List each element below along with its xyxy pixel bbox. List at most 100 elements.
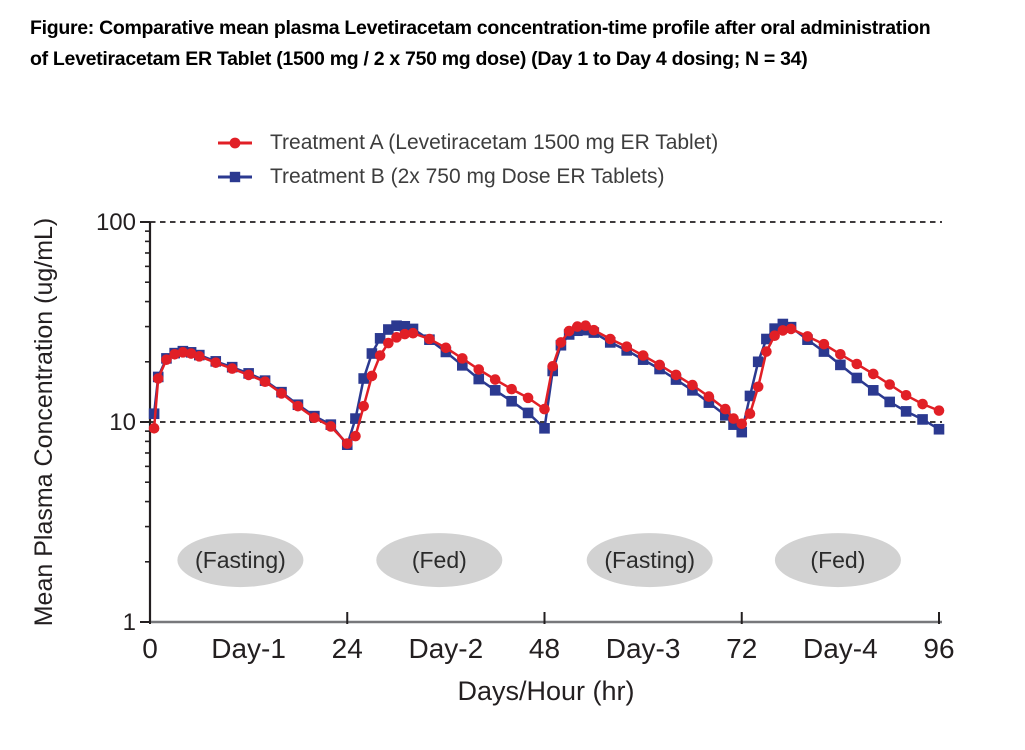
data-point-circle [358, 400, 369, 412]
data-point-circle [325, 421, 337, 432]
figure-title: Figure: Comparative mean plasma Levetira… [30, 13, 1008, 75]
figure-title-line-2: of Levetiracetam ER Tablet (1500 mg / 2 … [30, 48, 808, 70]
data-point-square [835, 359, 846, 371]
data-point-circle [900, 389, 912, 401]
data-point-circle [259, 376, 271, 388]
x-axis-title: Days/Hour (hr) [457, 676, 634, 706]
data-point-square [457, 360, 468, 371]
data-point-square [522, 407, 534, 419]
annotation-label-2: (Fasting) [604, 547, 695, 573]
data-point-square [489, 385, 501, 396]
data-point-square [399, 320, 411, 332]
data-point-circle [210, 357, 222, 368]
treatment-b-marker-icon [218, 171, 252, 182]
data-point-circle [670, 369, 682, 381]
data-point-circle [785, 323, 797, 335]
y-tick-label-10: 10 [109, 409, 136, 436]
x-tick-label-0: 0 [142, 633, 158, 664]
data-point-circle [276, 388, 287, 399]
data-point-circle [309, 412, 320, 424]
annotation-label-1: (Fed) [412, 547, 467, 573]
data-point-circle [604, 333, 616, 345]
annotation-ellipse-2 [586, 533, 713, 588]
data-point-circle [777, 325, 789, 336]
data-point-circle [728, 413, 739, 424]
legend-row-treatment-a: Treatment A (Levetiracetam 1500 mg ER Ta… [217, 127, 718, 158]
x-day-label-3: Day-3 [606, 633, 681, 664]
data-point-circle [580, 320, 591, 332]
y-tick-label-100: 100 [96, 209, 136, 236]
dashed-gridlines [150, 221, 942, 423]
data-point-circle [489, 374, 501, 385]
data-point-square [391, 320, 402, 332]
data-point-square [752, 356, 764, 368]
y-axis: 1 10 100 Mean Plasma Concentration (ug/mL) [30, 209, 152, 636]
data-point-square [851, 372, 863, 384]
data-point-circle [473, 364, 485, 375]
legend-label-treatment-a: Treatment A (Levetiracetam 1500 mg ER Ta… [270, 130, 719, 154]
data-point-square [374, 333, 386, 344]
data-point-square [769, 323, 780, 334]
data-point-square [506, 395, 517, 407]
x-tick-label-96: 96 [923, 633, 954, 664]
data-point-circle [588, 324, 600, 336]
data-point-circle [243, 369, 254, 381]
data-point-square [473, 373, 485, 385]
data-point-circle [744, 408, 756, 420]
x-tick-label-72: 72 [726, 633, 757, 664]
data-point-circle [802, 331, 813, 342]
data-point-square [744, 390, 756, 402]
data-point-square [703, 397, 715, 408]
data-point-circle [851, 358, 863, 370]
data-point-circle [563, 325, 575, 337]
data-point-circle [391, 332, 402, 343]
data-point-square [539, 423, 550, 434]
x-axis: 0 24 48 72 96 Day-1 Day-2 Day-3 Day-4 Days/Hour (… [142, 612, 955, 706]
data-point-square [777, 318, 789, 330]
data-point-circle [654, 359, 665, 371]
data-point-square [917, 414, 928, 425]
data-point-circle [769, 330, 780, 342]
data-point-circle [818, 338, 830, 350]
data-point-square [900, 406, 912, 417]
data-point-circle [917, 398, 928, 410]
data-point-circle [169, 349, 180, 360]
legend-label-treatment-b: Treatment B (2x 750 mg Dose ER Tablets) [270, 164, 665, 188]
annotation-ellipse-1 [376, 533, 503, 588]
data-point-square [867, 385, 879, 396]
data-point-circle [374, 350, 386, 361]
y-axis-title: Mean Plasma Concentration (ug/mL) [30, 218, 58, 627]
data-point-circle [292, 400, 304, 412]
annotation-label-3: (Fed) [810, 547, 865, 573]
annotation-ellipse-3 [774, 533, 901, 588]
data-point-square [366, 348, 378, 359]
data-point-circle [457, 353, 468, 364]
data-point-square [720, 410, 731, 421]
data-point-square [761, 333, 772, 345]
data-point-circle [506, 383, 517, 395]
data-point-circle [736, 418, 748, 430]
data-point-circle [884, 379, 895, 390]
data-point-circle [547, 360, 559, 372]
data-point-circle [933, 405, 945, 416]
data-point-circle [687, 379, 698, 391]
treatment-a-marker-icon [218, 137, 252, 148]
data-point-square [736, 426, 748, 438]
legend-row-treatment-b: Treatment B (2x 750 mg Dose ER Tablets) [217, 161, 718, 192]
x-day-label-1: Day-1 [211, 633, 286, 664]
data-point-circle [226, 363, 238, 374]
data-point-circle [752, 381, 764, 393]
data-point-circle [621, 341, 632, 352]
data-point-circle [867, 368, 879, 380]
data-point-circle [148, 423, 160, 434]
data-point-circle [161, 354, 172, 365]
annotation-label-0: (Fasting) [195, 547, 286, 573]
data-point-circle [407, 327, 419, 339]
series-treatment-a [148, 320, 945, 449]
data-point-circle [194, 351, 205, 362]
data-point-circle [555, 337, 567, 348]
data-point-circle [761, 346, 772, 357]
data-point-circle [835, 349, 846, 360]
annotation-ellipse-0 [177, 533, 304, 588]
data-point-circle [177, 347, 189, 358]
